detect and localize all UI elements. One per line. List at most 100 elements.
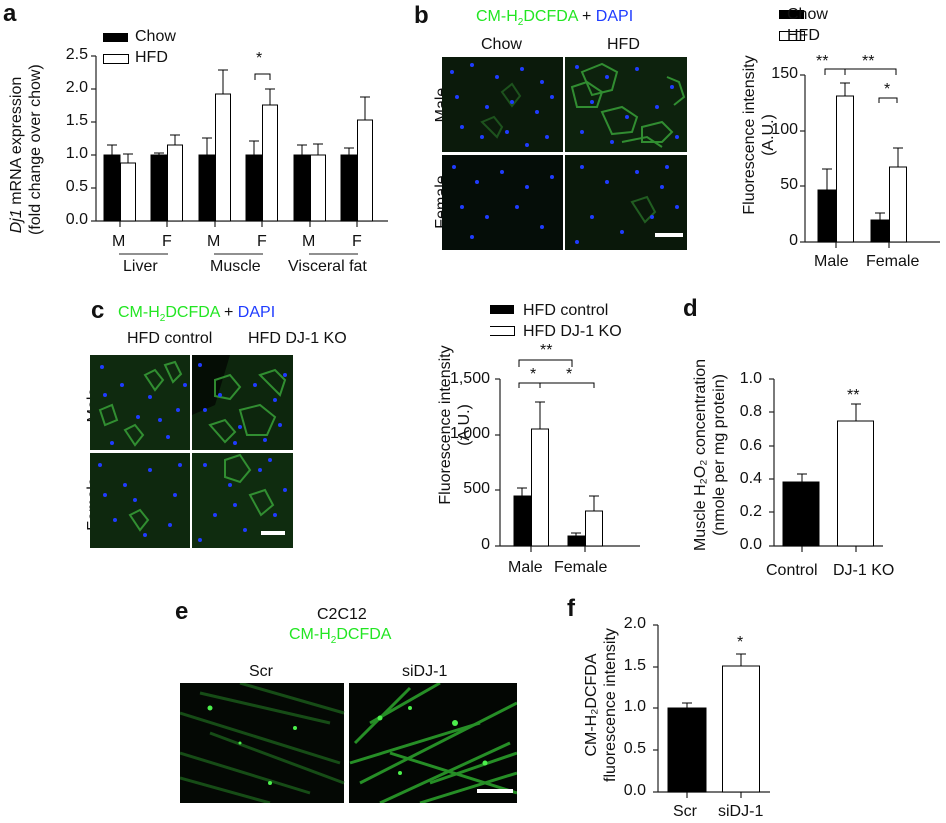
ytick: 1.0 xyxy=(739,370,762,387)
xtick: F xyxy=(162,233,172,250)
col-label: Scr xyxy=(249,663,273,680)
ytick: 0.0 xyxy=(65,211,88,228)
stain-green: CM-H xyxy=(476,8,518,25)
group-label: Visceral fat xyxy=(288,258,367,275)
stain-green2: DCFDA xyxy=(165,304,220,321)
xtick: siDJ-1 xyxy=(718,803,764,820)
stain-sub: 2 xyxy=(159,313,166,325)
ytick: 0.4 xyxy=(739,470,762,487)
micrograph-grid-b xyxy=(442,57,687,250)
panel-letter-f: f xyxy=(567,595,575,622)
panel-c-chart xyxy=(490,305,640,552)
ytick: 2.5 xyxy=(65,46,88,63)
legend-swatch-hfd xyxy=(103,54,129,64)
sig-marker: ** xyxy=(540,342,553,359)
ytick: 1.0 xyxy=(623,698,646,715)
stain-plus: + xyxy=(219,304,238,321)
xtick: Control xyxy=(766,562,818,579)
stain-title: CM-H2DCFDA + DAPI xyxy=(476,8,633,28)
stain-title: CM-H2DCFDA + DAPI xyxy=(118,304,275,324)
panel-letter-b: b xyxy=(414,2,429,29)
group-label: Muscle xyxy=(210,258,261,275)
stain-title: CM-H2DCFDA xyxy=(289,626,391,646)
scale-bar xyxy=(477,789,513,793)
ytick: 500 xyxy=(463,480,490,497)
ytick: 2.0 xyxy=(623,615,646,632)
sig-marker: ** xyxy=(816,53,829,70)
ytick: 1,500 xyxy=(449,370,490,387)
cell-line-label: C2C12 xyxy=(317,606,367,623)
stain-green: CM-H xyxy=(289,626,331,643)
ylabel-line2: (nmole per mg protein) xyxy=(711,374,728,536)
panel-f-chart xyxy=(653,624,770,798)
micrograph-grid-c xyxy=(90,355,293,548)
legend-label-control: HFD control xyxy=(523,302,609,319)
col-label: HFD xyxy=(607,36,640,53)
ytick: 0.2 xyxy=(739,503,762,520)
col-label: HFD control xyxy=(127,330,213,347)
sig-marker: * xyxy=(566,366,573,383)
stain-blue: DAPI xyxy=(237,304,276,321)
xtick: Female xyxy=(554,559,608,576)
xtick: F xyxy=(257,233,267,250)
sig-marker: * xyxy=(884,81,891,98)
ytick: 0 xyxy=(481,536,490,553)
panel-letter-a: a xyxy=(3,0,17,27)
ytick: 0.0 xyxy=(623,782,646,799)
sig-marker: ** xyxy=(847,387,860,404)
ylabel: Muscle H₂O₂ concentration xyxy=(692,358,709,552)
ytick: 0.5 xyxy=(623,740,646,757)
stain-plus: + xyxy=(577,8,596,25)
panel-letter-c: c xyxy=(91,297,105,324)
xtick: Male xyxy=(814,253,849,270)
sig-marker: * xyxy=(256,50,263,67)
scale-bar xyxy=(261,531,285,535)
xtick: F xyxy=(352,233,362,250)
group-label: Liver xyxy=(123,258,158,275)
panel-b-chart xyxy=(779,10,940,248)
ytick: 0.5 xyxy=(65,178,88,195)
panel-d-chart xyxy=(769,378,883,552)
ytick: 50 xyxy=(780,176,798,193)
ytick: 1.5 xyxy=(65,112,88,129)
ytick: 0 xyxy=(789,232,798,249)
micrograph-pair-e xyxy=(180,683,517,803)
xtick: M xyxy=(207,233,221,250)
legend-label-hfd: HFD xyxy=(787,27,820,44)
stain-green2: DCFDA xyxy=(523,8,578,25)
sig-marker: * xyxy=(530,366,537,383)
col-label: siDJ-1 xyxy=(402,663,448,680)
legend-swatch-chow xyxy=(103,33,128,42)
ytick: 0.6 xyxy=(739,437,762,454)
xtick: Female xyxy=(866,253,920,270)
sig-marker: * xyxy=(737,634,744,651)
legend-label-chow: Chow xyxy=(135,28,176,45)
ytick: 0.0 xyxy=(739,536,762,553)
ytick: 100 xyxy=(771,121,798,138)
stain-green2: DCFDA xyxy=(336,626,392,643)
scale-bar xyxy=(655,233,683,237)
legend-label-hfd: HFD xyxy=(135,49,168,66)
panel-letter-e: e xyxy=(175,598,189,625)
col-label: HFD DJ-1 KO xyxy=(248,330,347,347)
sig-marker: ** xyxy=(862,53,875,70)
xtick: Scr xyxy=(673,803,697,820)
col-label: Chow xyxy=(481,36,522,53)
panel-letter-d: d xyxy=(683,295,698,322)
stain-sub: 2 xyxy=(330,635,337,647)
ytick: 1.0 xyxy=(65,145,88,162)
stain-blue: DAPI xyxy=(595,8,634,25)
legend-label-ko: HFD DJ-1 KO xyxy=(523,323,622,340)
ytick: 2.0 xyxy=(65,79,88,96)
stain-sub: 2 xyxy=(517,17,524,29)
ytick: 0.8 xyxy=(739,403,762,420)
stain-green: CM-H xyxy=(118,304,160,321)
ytick: 1,000 xyxy=(449,425,490,442)
xtick: M xyxy=(112,233,126,250)
legend-label-chow: Chow xyxy=(787,6,828,23)
panel-d-ylabel: Muscle H₂O₂ concentration (nmole per mg … xyxy=(691,345,731,565)
ylabel: CM-H₂DCFDA xyxy=(583,653,600,757)
ytick: 1.5 xyxy=(623,657,646,674)
ytick: 150 xyxy=(771,65,798,82)
xtick: DJ-1 KO xyxy=(833,562,895,579)
